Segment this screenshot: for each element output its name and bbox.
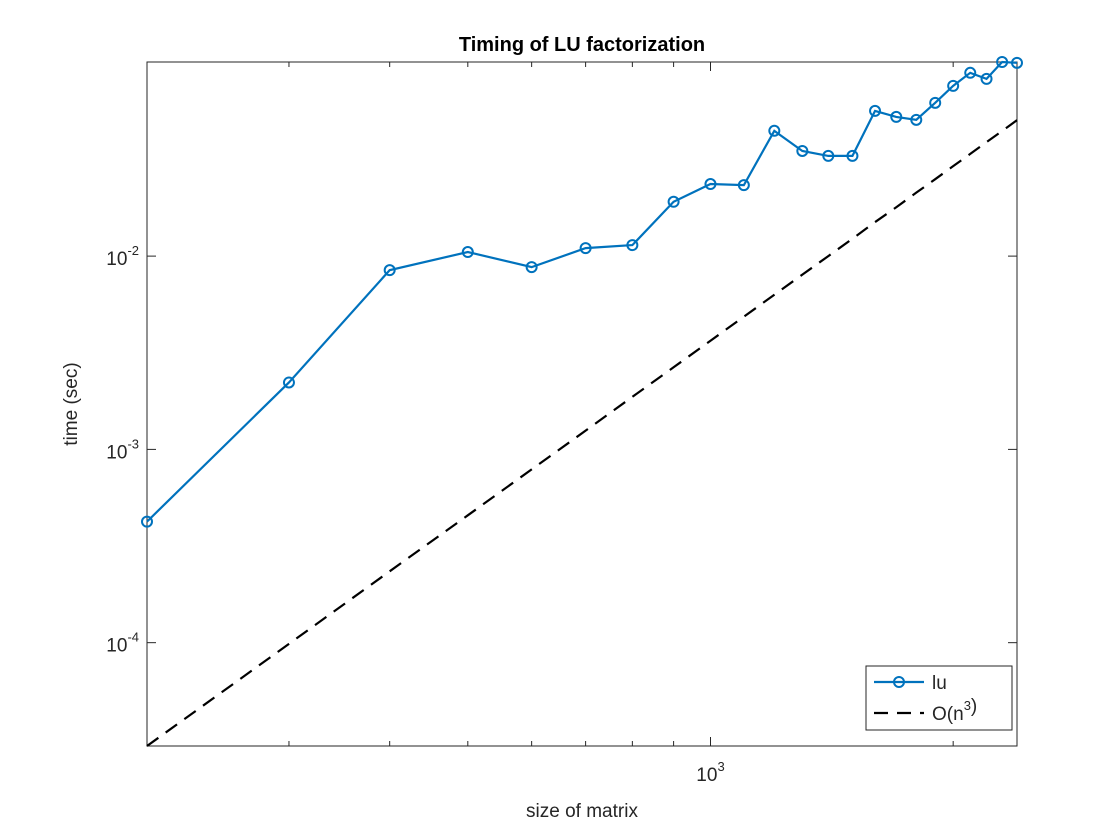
data-point — [1011, 56, 1023, 69]
data-point — [383, 264, 396, 277]
y-tick-label: 10-2 — [106, 244, 139, 271]
chart-title: Timing of LU factorization — [459, 34, 705, 56]
y-axis-label: time (sec) — [61, 362, 82, 445]
data-point — [964, 66, 977, 79]
y-tick-label: 10-3 — [106, 437, 139, 464]
x-axis-label: size of matrix — [526, 801, 638, 822]
data-point — [890, 110, 903, 123]
data-point — [141, 515, 153, 528]
legend-box — [865, 665, 1013, 731]
series-line — [146, 119, 1018, 747]
data-point — [822, 149, 835, 162]
x-tick-label: 103 — [696, 759, 724, 786]
data-point — [579, 242, 592, 255]
data-point — [869, 104, 882, 117]
data-point — [461, 246, 474, 259]
data-point — [929, 96, 942, 109]
data-point — [737, 179, 750, 192]
legend-label: lu — [932, 673, 947, 694]
data-point — [996, 56, 1009, 68]
y-tick-label: 10-4 — [106, 630, 139, 657]
plot-area — [146, 61, 1018, 747]
data-point — [282, 376, 295, 389]
data-point — [910, 113, 923, 126]
series-line — [146, 60, 1018, 523]
data-point — [980, 72, 993, 85]
legend-marker — [893, 676, 905, 688]
data-point — [525, 261, 538, 274]
data-point — [768, 124, 781, 137]
data-point — [704, 178, 717, 191]
data-point — [796, 144, 809, 157]
legend-label: O(n3) — [932, 696, 977, 725]
data-point — [667, 195, 680, 208]
data-point — [846, 149, 859, 162]
data-point — [626, 239, 639, 252]
data-point — [947, 79, 960, 92]
